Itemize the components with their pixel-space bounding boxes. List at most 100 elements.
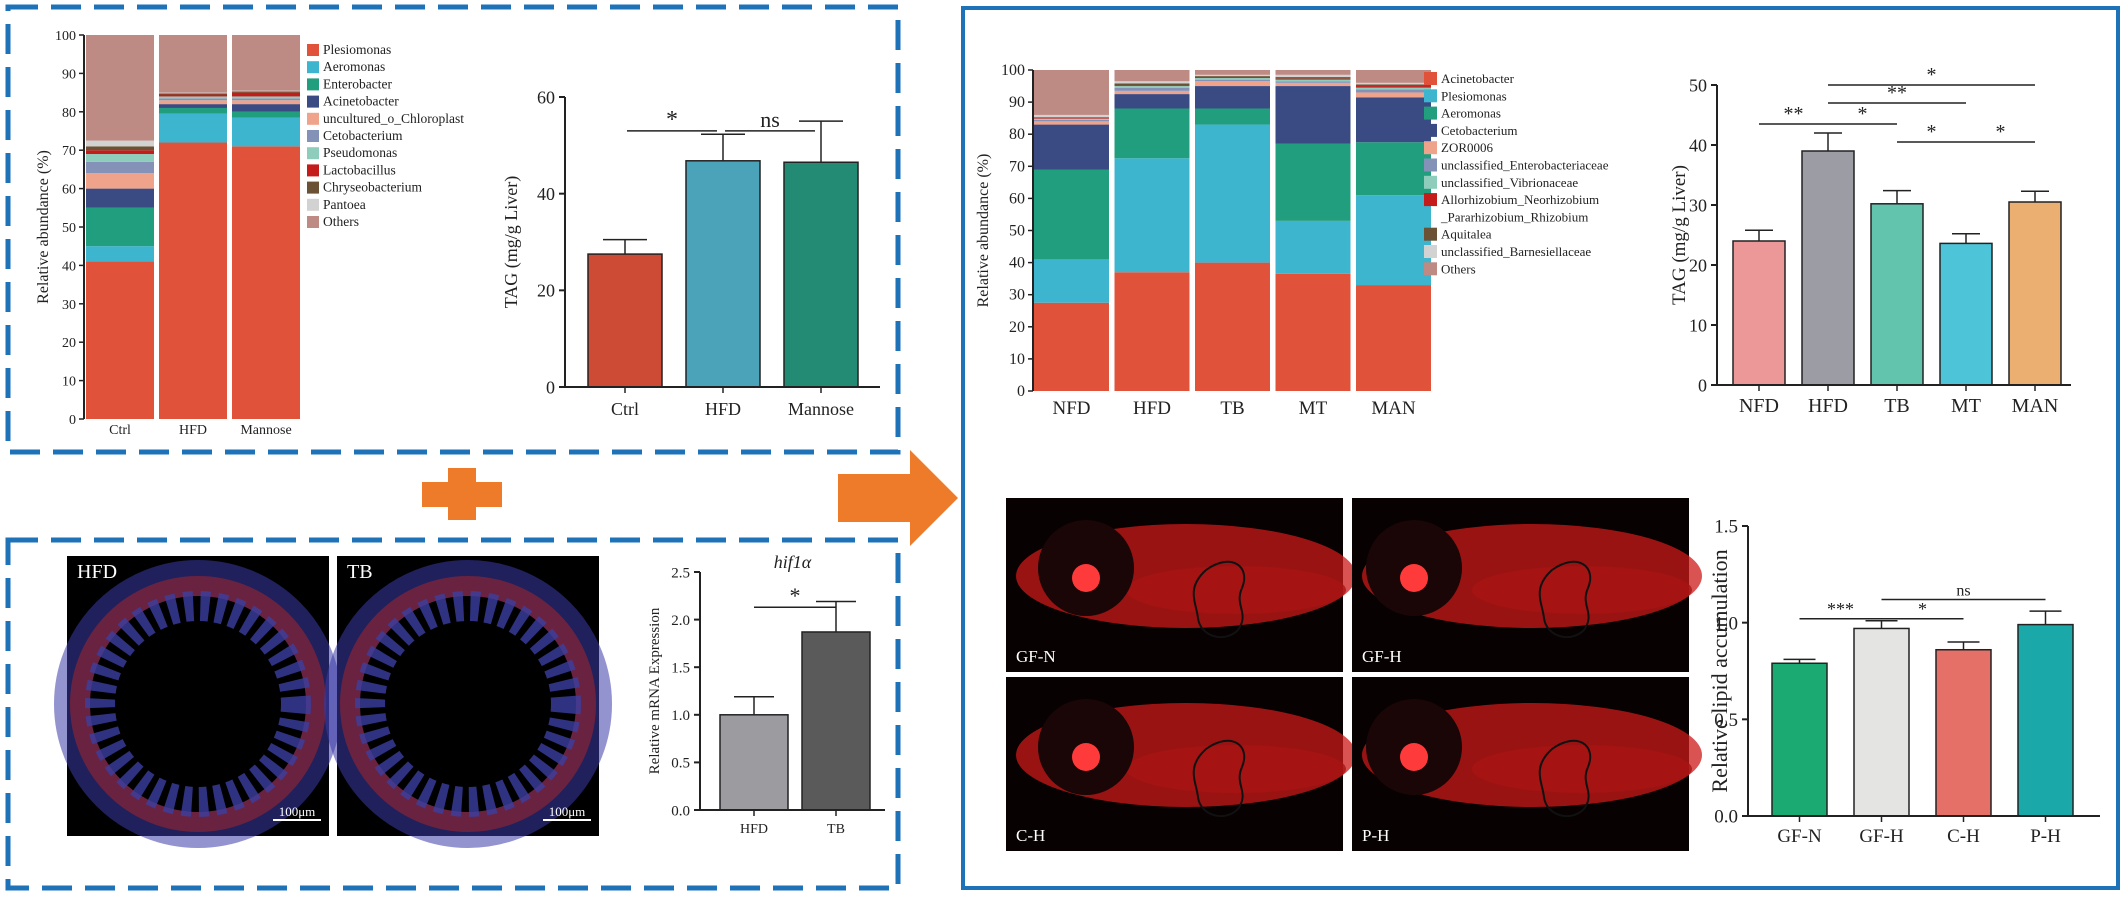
legend-label: Lactobacillus: [323, 162, 396, 177]
legend-label: Allorhizobium_Neorhizobium: [1441, 192, 1599, 207]
stack-segment: [1114, 87, 1190, 91]
x-tick-label: Mannose: [240, 423, 291, 438]
tissue-ring-red: [340, 576, 596, 832]
stack-segment: [159, 35, 227, 93]
legend-label: Plesiomonas: [1441, 88, 1507, 103]
stack-segment: [159, 100, 227, 105]
stack-segment: [159, 93, 227, 95]
bar: [783, 161, 859, 388]
significance-label: *: [1858, 103, 1868, 125]
y-tick-label: 100: [55, 29, 76, 44]
stack-segment: [1114, 272, 1190, 391]
panel-d-lipid-chart: GF-N GF-H C-H P-H 0.0 0.5 1.0 1.5 Relative lipid…: [1707, 517, 2100, 847]
stack-segment: [1275, 77, 1351, 79]
stack-segment: [1356, 86, 1431, 88]
significance-label: ns: [760, 107, 780, 132]
stack-segment: [1034, 119, 1109, 122]
bar: [1935, 648, 1992, 817]
significance-label: *: [1918, 599, 1927, 619]
stack-segment: [1356, 285, 1431, 391]
y-tick-label: 0: [546, 377, 555, 397]
stack-segment: [1114, 108, 1190, 159]
stack-segment: [1195, 262, 1270, 391]
lumen: [398, 634, 538, 774]
significance-label: *: [1927, 64, 1937, 86]
stack-segment: [1275, 70, 1351, 75]
stack-segment: [1356, 142, 1431, 196]
legend-label: _Pararhizobium_Rhizobium: [1440, 209, 1588, 224]
stack-segment: [1275, 273, 1351, 391]
panel-c-stacked-chart: NFD HFD TB MT MAN 0 10 20 30 40 50 60 70 80 90 100 Relat…: [975, 62, 1609, 419]
x-tick-label: TB: [1884, 395, 1910, 417]
legend-label: unclassified_Vibrionaceae: [1441, 175, 1578, 190]
stack-segment: [1356, 87, 1431, 90]
lumen: [128, 634, 268, 774]
stack-segment: [1195, 77, 1270, 79]
bar: [1732, 240, 1786, 386]
legend-swatch: [1424, 106, 1437, 120]
larva-eye-spot: [1072, 564, 1100, 592]
y-tick-label: 30: [62, 298, 76, 313]
stack-segment: [232, 146, 300, 420]
y-axis-label: TAG (mg/g Liver): [501, 176, 522, 309]
right-arrow-icon: [838, 450, 958, 546]
stack-segment: [232, 96, 300, 99]
legend-swatch: [307, 164, 319, 177]
y-tick-label: 60: [1009, 190, 1025, 207]
stack-segment: [86, 140, 154, 147]
stack-segment: [232, 35, 300, 91]
legend-label: ZOR0006: [1441, 140, 1494, 155]
x-tick-label: C-H: [1947, 826, 1980, 847]
legend-label: Cetobacterium: [323, 128, 403, 143]
panel-a-frame: [5, 4, 901, 455]
legend-label: Plesiomonas: [323, 42, 391, 57]
liver-outline: [1192, 739, 1245, 818]
x-tick-label: MT: [1299, 398, 1328, 419]
stack-segment: [1356, 89, 1431, 93]
stack-segment: [1114, 90, 1190, 95]
stack-segment: [159, 92, 227, 94]
image-label: TB: [347, 561, 373, 583]
bar: [2017, 623, 2074, 817]
legend-swatch: [1424, 123, 1437, 137]
legend-swatch: [1424, 72, 1437, 85]
legend-label: Acinetobacter: [323, 94, 399, 109]
y-tick-label: 60: [62, 183, 76, 198]
y-tick-label: 0.0: [671, 803, 690, 819]
stack-segment: [1114, 86, 1190, 88]
bar: [719, 714, 789, 811]
y-tick-label: 20: [62, 336, 76, 351]
y-axis-label: Relative lipid accumulation: [1707, 549, 1732, 792]
larva-yolk: [1126, 745, 1346, 793]
x-tick-label: Mannose: [788, 399, 854, 419]
stack-segment: [1275, 82, 1351, 87]
bar: [1771, 662, 1828, 817]
legend-swatch: [307, 112, 319, 125]
stack-segment: [1275, 86, 1351, 144]
significance-label: *: [1996, 121, 2006, 143]
y-tick-label: 20: [537, 281, 555, 301]
larva-eye-spot: [1400, 743, 1428, 771]
stack-segment: [86, 188, 154, 208]
larva-yolk: [1126, 566, 1346, 614]
bar: [685, 160, 761, 388]
stack-segment: [1356, 70, 1431, 83]
x-tick-label: HFD: [179, 423, 207, 438]
y-tick-label: 50: [1689, 75, 1707, 95]
bar: [1870, 203, 1924, 386]
stack-segment: [1195, 78, 1270, 80]
image-label: C-H: [1016, 826, 1045, 845]
panel-b-hif-chart: HFD TB 0.0 0.5 1.0 1.5 2.0 2.5 Relative mRNA Exp…: [647, 552, 885, 837]
y-tick-label: 100: [1001, 62, 1025, 79]
stack-segment: [232, 90, 300, 92]
bar: [587, 253, 663, 388]
stack-segment: [232, 92, 300, 97]
stack-segment: [232, 117, 300, 147]
y-tick-label: 30: [1689, 195, 1707, 215]
y-tick-label: 50: [62, 221, 76, 236]
y-tick-label: 30: [1009, 287, 1025, 304]
x-tick-label: NFD: [1739, 395, 1779, 417]
villi-ring: [355, 591, 581, 817]
stack-segment: [1034, 302, 1109, 391]
x-tick-label: NFD: [1052, 398, 1090, 419]
